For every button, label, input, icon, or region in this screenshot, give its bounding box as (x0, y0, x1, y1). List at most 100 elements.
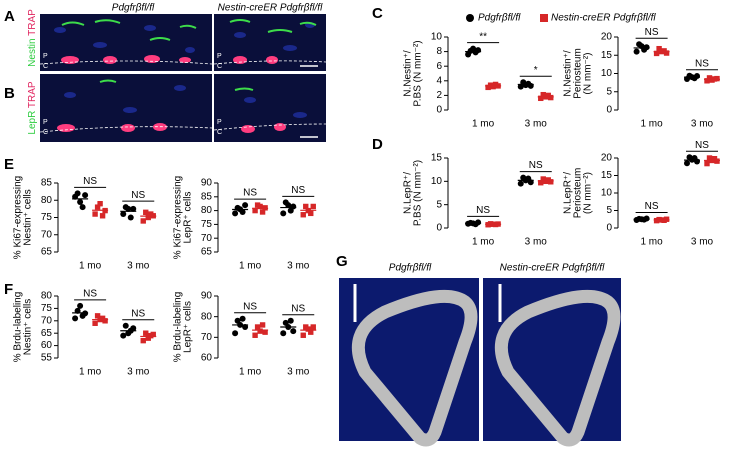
data-point (257, 328, 263, 334)
y-tick-label: 20 (601, 32, 613, 43)
data-point (239, 315, 246, 322)
data-point (305, 326, 311, 332)
x-tick-label: 3 mo (691, 119, 714, 130)
micrograph-images (39, 14, 327, 142)
region-label: P (217, 53, 222, 60)
stain-label: Nestin TRAP (27, 9, 38, 67)
data-point (94, 204, 101, 210)
x-tick-label: 1 mo (640, 119, 663, 130)
data-point (143, 209, 149, 216)
data-point (239, 208, 246, 215)
data-point (538, 180, 544, 186)
data-point (254, 324, 261, 330)
data-point (125, 205, 132, 212)
x-tick-label: 1 mo (79, 367, 102, 378)
data-point (92, 320, 98, 326)
y-tick-label: 6 (436, 61, 442, 72)
significance-label: ** (479, 31, 487, 42)
data-point (72, 315, 79, 322)
y-tick-label: 15 (601, 50, 613, 61)
y-tick-label: 15 (431, 153, 443, 164)
panel-label: G (336, 253, 348, 270)
data-point (300, 212, 306, 218)
y-axis-label: N.LepR⁺/ (403, 172, 414, 214)
column-header: Nestin-creER Pdgfrβfl/fl (218, 3, 323, 14)
y-tick-label: 85 (201, 191, 213, 202)
y-axis-label: LepR⁺ cells (183, 301, 194, 353)
y-tick-label: 90 (201, 178, 213, 189)
y-axis-label: % Brdu-labeling (173, 292, 184, 363)
column-header: Pdgfrβfl/fl (389, 263, 432, 274)
y-axis-label: N.Nestin⁺/ (403, 50, 414, 97)
data-point (82, 192, 89, 199)
y-axis-label: % Ki67-expressing (13, 176, 24, 259)
data-point (280, 210, 287, 217)
y-tick-label: 55 (41, 353, 53, 364)
y-axis-label: Periosteum (573, 168, 584, 219)
data-point (74, 190, 81, 197)
y-tick-label: 70 (41, 229, 53, 240)
data-point (653, 50, 660, 57)
y-tick-label: 70 (41, 315, 53, 326)
significance-label: NS (243, 301, 257, 312)
y-tick-label: 8 (436, 46, 442, 57)
data-point (643, 44, 650, 51)
y-tick-label: 10 (431, 176, 443, 187)
y-tick-label: 75 (41, 212, 53, 223)
legend-label: Nestin-creER Pdgfrβfl/fl (551, 13, 656, 24)
x-tick-label: 3 mo (525, 119, 548, 130)
data-point (79, 204, 86, 211)
significance-label: * (534, 65, 538, 76)
y-tick-label: 15 (601, 170, 613, 181)
data-point (99, 213, 106, 219)
data-point (704, 78, 710, 84)
y-tick-label: 10 (431, 32, 443, 43)
region-label: C (217, 129, 222, 136)
data-point (308, 210, 314, 217)
data-point (548, 179, 554, 185)
y-tick-label: 65 (41, 328, 53, 339)
significance-label: NS (695, 140, 709, 151)
data-point (308, 329, 314, 335)
data-point (704, 160, 710, 167)
y-tick-label: 60 (201, 353, 213, 364)
data-point (285, 202, 292, 209)
y-tick-label: 5 (436, 199, 442, 210)
y-tick-label: 5 (606, 86, 612, 97)
y-tick-label: 85 (41, 178, 53, 189)
data-point (538, 95, 544, 102)
significance-label: NS (529, 160, 543, 171)
y-tick-label: 4 (436, 75, 442, 86)
y-tick-label: 60 (41, 340, 53, 351)
data-point (310, 324, 316, 330)
significance-label: NS (83, 176, 97, 187)
stain-label: LepR TRAP (27, 81, 38, 135)
data-point (120, 211, 127, 218)
data-point (303, 203, 309, 210)
y-tick-label: 10 (601, 188, 613, 199)
data-point (475, 47, 482, 54)
column-header: Pdgfrβfl/fl (112, 3, 155, 14)
data-point (143, 330, 149, 336)
y-tick-label: 75 (41, 303, 53, 314)
data-point (97, 201, 103, 207)
y-axis-label: (N mm⁻²) (583, 53, 594, 95)
data-point (633, 48, 640, 55)
data-point (77, 302, 84, 309)
y-axis-label: P.BS (N mm⁻²) (413, 40, 424, 106)
data-point (252, 332, 258, 338)
legend-label: Pdgfrβfl/fl (478, 13, 521, 24)
data-point (290, 328, 297, 335)
panel-label: A (4, 8, 15, 25)
x-tick-label: 3 mo (525, 237, 548, 248)
data-point (280, 330, 287, 337)
data-point (517, 83, 524, 90)
legend-marker (466, 14, 474, 22)
y-axis-label: Periosteum (573, 48, 584, 99)
data-point (259, 209, 266, 215)
data-point (257, 203, 263, 210)
data-point (548, 94, 554, 101)
y-tick-label: 0 (436, 223, 442, 234)
significance-label: NS (291, 185, 305, 196)
